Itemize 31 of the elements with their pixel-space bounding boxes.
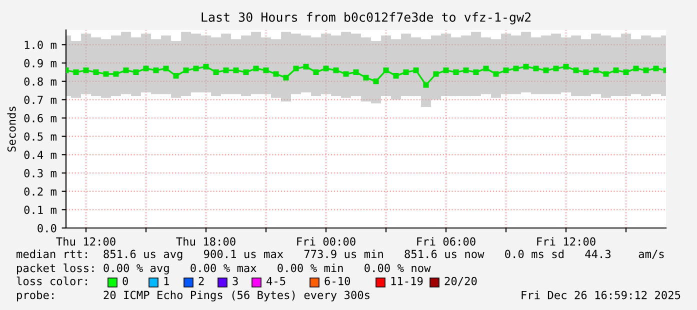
y-axis-title: Seconds xyxy=(7,106,16,152)
y-tick-label: 0.6 m xyxy=(24,114,56,122)
y-tick-label: 0.2 m xyxy=(24,187,56,196)
y-tick-label: 0.7 m xyxy=(24,96,56,104)
text: loss color: xyxy=(16,276,87,286)
x-tick-label: Fri 12:00 xyxy=(537,237,596,246)
text: Fri Dec 26 16:59:12 2025 xyxy=(522,290,680,300)
text: 1 xyxy=(164,276,169,286)
text: 6-10 xyxy=(324,276,350,286)
text: packet loss: 0.00 % avg 0.00 % max 0.00 % min 0.00 % now xyxy=(17,264,431,274)
text: median rtt: 851.6 us avg 900.1 us max 773.9 us min 851.6 us now 0.0 ms sd 44.3 am/s xyxy=(16,250,664,260)
text: 0 xyxy=(122,276,128,286)
y-tick-label: 0.5 m xyxy=(24,132,56,141)
x-tick-label: Fri 00:00 xyxy=(297,237,356,246)
y-tick-label: 0.9 m xyxy=(24,59,56,68)
y-tick-label: 0.3 m xyxy=(24,169,56,178)
y-tick-label: 0.8 m xyxy=(24,77,56,86)
y-tick-label: 0.4 m xyxy=(24,150,56,160)
x-tick-label: Fri 06:00 xyxy=(417,237,476,246)
y-tick-label: 0.0 xyxy=(38,224,56,232)
y-tick-label: 0.1 m xyxy=(24,206,56,214)
text: 20/20 xyxy=(444,276,477,286)
text: 4-5 xyxy=(266,276,286,286)
x-tick-label: Thu 12:00 xyxy=(56,237,116,246)
y-tick-label: 1.0 m xyxy=(24,40,56,50)
text: 3 xyxy=(232,276,238,286)
text: probe: 20 ICMP Echo Pings (56 Bytes) every 300s xyxy=(17,290,370,302)
x-tick-label: Thu 18:00 xyxy=(176,237,236,246)
text: 2 xyxy=(198,276,204,286)
text: 11-19 xyxy=(391,276,423,286)
chart-title: Last 30 Hours from b0c012f7e3de to vfz-1-gw2 xyxy=(202,12,531,24)
